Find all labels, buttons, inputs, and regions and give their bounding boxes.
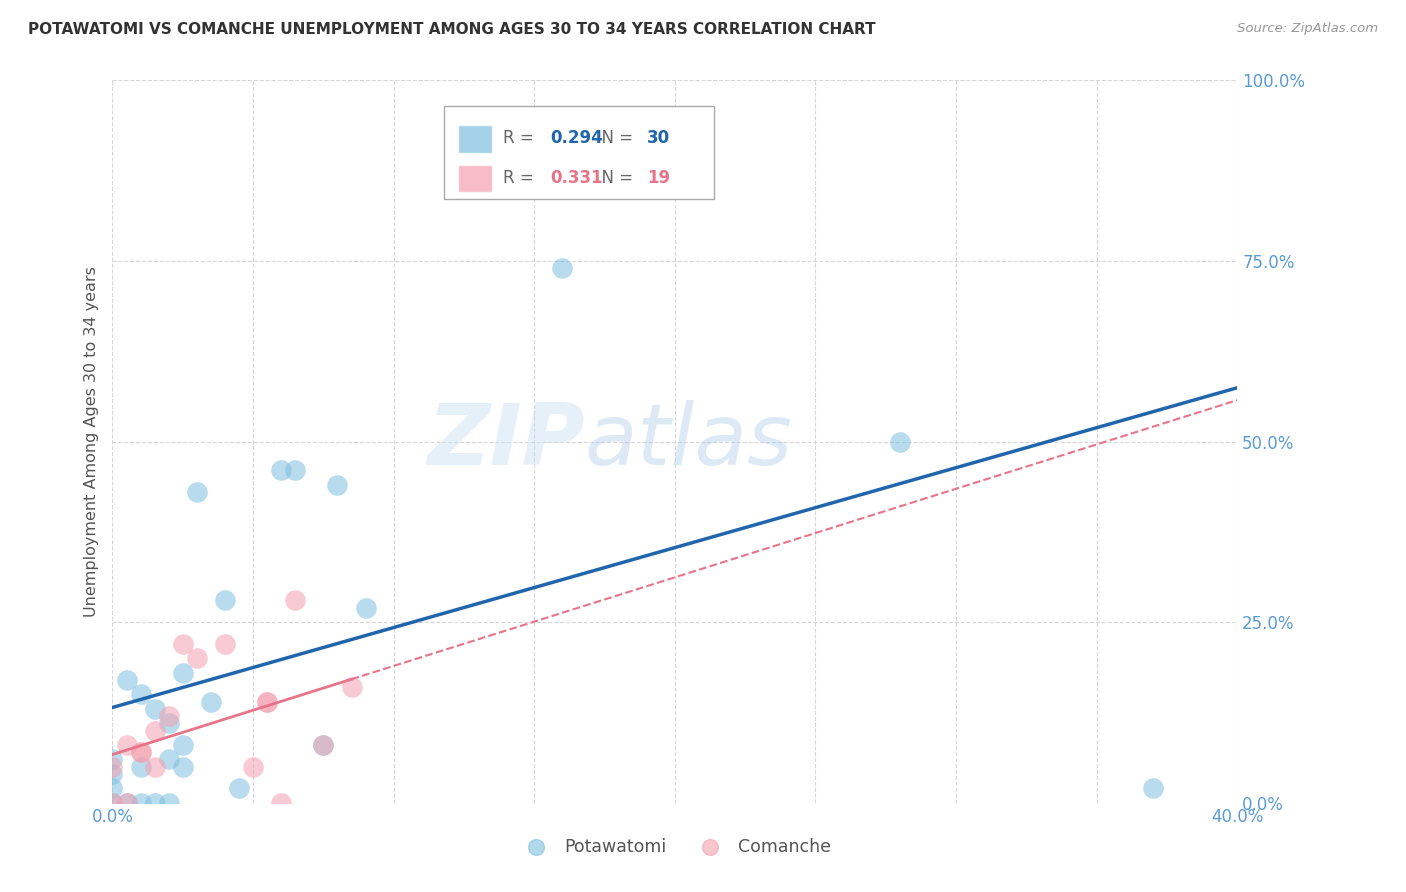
Text: 30: 30 [647, 129, 669, 147]
Text: 19: 19 [647, 169, 669, 186]
Point [157, 796, 180, 810]
Point [101, 796, 124, 810]
Text: ZIP: ZIP [427, 400, 585, 483]
Text: 0.331: 0.331 [550, 169, 603, 186]
Point [256, 695, 278, 709]
Point [354, 600, 377, 615]
Point [326, 478, 349, 492]
Point [1142, 781, 1164, 796]
Point [115, 796, 138, 810]
FancyBboxPatch shape [458, 125, 492, 153]
Point [101, 760, 124, 774]
Point [186, 485, 208, 500]
Point [467, 174, 489, 188]
Point [129, 745, 152, 759]
Point [157, 716, 180, 731]
Point [172, 637, 194, 651]
Point [284, 593, 307, 607]
Point [129, 760, 152, 774]
Point [312, 738, 335, 752]
Text: 0.294: 0.294 [550, 129, 603, 147]
Point [115, 796, 138, 810]
Point [270, 463, 292, 477]
Point [551, 261, 574, 276]
Point [214, 637, 236, 651]
Point [340, 680, 363, 694]
Point [889, 434, 911, 449]
Text: atlas: atlas [585, 400, 793, 483]
Point [242, 760, 264, 774]
Text: POTAWATOMI VS COMANCHE UNEMPLOYMENT AMONG AGES 30 TO 34 YEARS CORRELATION CHART: POTAWATOMI VS COMANCHE UNEMPLOYMENT AMON… [28, 22, 876, 37]
Point [143, 723, 166, 738]
Point [101, 781, 124, 796]
FancyBboxPatch shape [444, 105, 714, 200]
Point [143, 702, 166, 716]
Point [101, 752, 124, 766]
Point [172, 665, 194, 680]
Point [172, 760, 194, 774]
Point [312, 738, 335, 752]
Point [157, 752, 180, 766]
Point [270, 796, 292, 810]
Point [101, 796, 124, 810]
Text: R =: R = [503, 169, 538, 186]
Point [284, 463, 307, 477]
Point [256, 695, 278, 709]
Point [214, 593, 236, 607]
Point [143, 796, 166, 810]
FancyBboxPatch shape [458, 165, 492, 193]
Point [228, 781, 250, 796]
Text: N =: N = [591, 129, 638, 147]
Point [115, 673, 138, 687]
Y-axis label: Unemployment Among Ages 30 to 34 years: Unemployment Among Ages 30 to 34 years [83, 266, 98, 617]
Text: R =: R = [503, 129, 538, 147]
Point [186, 651, 208, 665]
Text: Source: ZipAtlas.com: Source: ZipAtlas.com [1237, 22, 1378, 36]
Text: N =: N = [591, 169, 638, 186]
Point [129, 687, 152, 701]
Point [129, 796, 152, 810]
Point [143, 760, 166, 774]
Point [200, 695, 222, 709]
Point [115, 738, 138, 752]
Point [172, 738, 194, 752]
Point [157, 709, 180, 723]
Point [129, 745, 152, 759]
Legend: Potawatomi, Comanche: Potawatomi, Comanche [512, 830, 838, 863]
Point [101, 767, 124, 781]
